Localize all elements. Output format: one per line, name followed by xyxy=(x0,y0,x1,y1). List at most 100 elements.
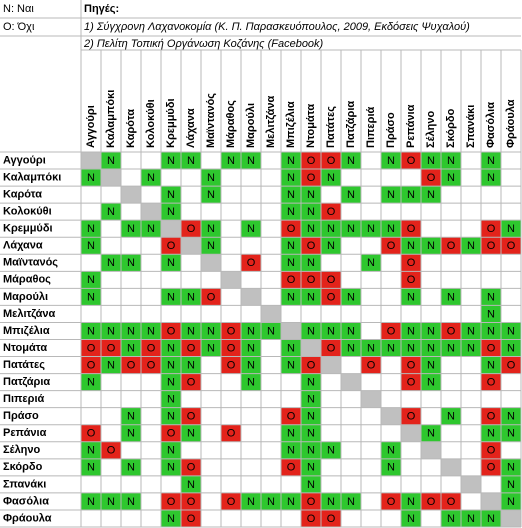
cell-background xyxy=(101,322,121,340)
cell-background xyxy=(401,509,421,527)
sources-title: Πηγές: xyxy=(84,3,119,15)
cell: Ν xyxy=(267,496,275,508)
cell-background xyxy=(81,322,101,340)
cell: Ν xyxy=(307,394,315,406)
cell-background xyxy=(221,339,241,357)
column-header: Μελιτζάνα xyxy=(265,96,277,148)
cell-background xyxy=(301,390,321,408)
cell-background xyxy=(281,424,301,442)
cell: Ο xyxy=(227,496,236,508)
cell: Ν xyxy=(507,223,515,235)
cell-background xyxy=(121,356,141,374)
cell-background xyxy=(281,356,301,374)
cell-background xyxy=(121,254,141,272)
cell-background xyxy=(481,152,501,170)
cell: Ν xyxy=(147,223,155,235)
cell: Ν xyxy=(127,428,135,440)
cell-background xyxy=(401,288,421,306)
cell: Ν xyxy=(207,240,215,252)
cell: Ν xyxy=(487,155,495,167)
cell-background xyxy=(321,509,341,527)
cell: Ο xyxy=(327,513,336,525)
row-header: Σπανάκι xyxy=(3,478,46,490)
cell-background xyxy=(381,492,401,510)
cell: Ν xyxy=(127,496,135,508)
diagonal-cell xyxy=(141,203,161,221)
cell: Ο xyxy=(187,342,196,354)
column-header: Σκόρδο xyxy=(445,108,457,148)
cell: Ν xyxy=(187,291,195,303)
cell-background xyxy=(281,169,301,187)
cell-background xyxy=(281,152,301,170)
cell-background xyxy=(181,322,201,340)
diagonal-cell xyxy=(101,169,121,187)
cell: Ο xyxy=(387,325,396,337)
cell: Ν xyxy=(187,359,195,371)
diagonal-cell xyxy=(361,390,381,408)
cell-background xyxy=(161,237,181,255)
cell-background xyxy=(481,237,501,255)
cell-background xyxy=(401,407,421,425)
row-header: Ρεπάνια xyxy=(3,427,47,439)
cell: Ν xyxy=(307,223,315,235)
cell-background xyxy=(381,152,401,170)
cell-background xyxy=(401,373,421,391)
cell-background xyxy=(421,237,441,255)
cell: Ο xyxy=(387,496,396,508)
cell: Ν xyxy=(147,172,155,184)
cell-background xyxy=(301,407,321,425)
cell-background xyxy=(301,237,321,255)
cell-background xyxy=(141,339,161,357)
cell-background xyxy=(101,356,121,374)
cell-background xyxy=(201,339,221,357)
diagonal-cell xyxy=(181,237,201,255)
cell-background xyxy=(321,237,341,255)
cell-background xyxy=(161,373,181,391)
row-header: Κολοκύθι xyxy=(3,206,52,218)
cell-background xyxy=(81,288,101,306)
cell-background xyxy=(401,492,421,510)
cell-background xyxy=(441,509,461,527)
cell-background xyxy=(301,152,321,170)
cell-background xyxy=(481,458,501,476)
cell: Ν xyxy=(167,291,175,303)
cell-background xyxy=(101,339,121,357)
cell-background xyxy=(121,407,141,425)
cell-background xyxy=(361,339,381,357)
cell-background xyxy=(301,492,321,510)
cell: Ο xyxy=(127,359,136,371)
cell: Ν xyxy=(307,206,315,218)
cell-background xyxy=(241,373,261,391)
cell: Ν xyxy=(487,428,495,440)
cell: Ο xyxy=(387,240,396,252)
cell-background xyxy=(201,186,221,204)
cell: Ν xyxy=(87,325,95,337)
cell-background xyxy=(161,458,181,476)
cell: Ο xyxy=(447,325,456,337)
cell: Ν xyxy=(407,342,415,354)
source-item: 1) Σύγχρονη Λαχανοκομία (Κ. Π. Παρασκευό… xyxy=(84,21,470,33)
cell: Ο xyxy=(307,359,316,371)
cell: Ν xyxy=(427,342,435,354)
cell-background xyxy=(381,458,401,476)
cell-background xyxy=(161,339,181,357)
cell-background xyxy=(161,288,181,306)
cell: Ο xyxy=(407,257,416,269)
cell: Ο xyxy=(447,240,456,252)
row-header: Πατάτες xyxy=(3,359,45,371)
cell: Ν xyxy=(467,513,475,525)
cell: Ν xyxy=(167,189,175,201)
cell: Ν xyxy=(207,342,215,354)
cell: Ν xyxy=(427,377,435,389)
cell-background xyxy=(421,492,441,510)
cell: Ο xyxy=(307,496,316,508)
cell: Ο xyxy=(487,223,496,235)
cell-background xyxy=(281,339,301,357)
cell: Ν xyxy=(87,445,95,457)
cell: Ν xyxy=(347,291,355,303)
diagonal-cell xyxy=(501,509,521,527)
column-header: Μαϊντανός xyxy=(205,93,217,148)
cell-background xyxy=(81,373,101,391)
cell-background xyxy=(161,203,181,221)
cell-background xyxy=(301,254,321,272)
